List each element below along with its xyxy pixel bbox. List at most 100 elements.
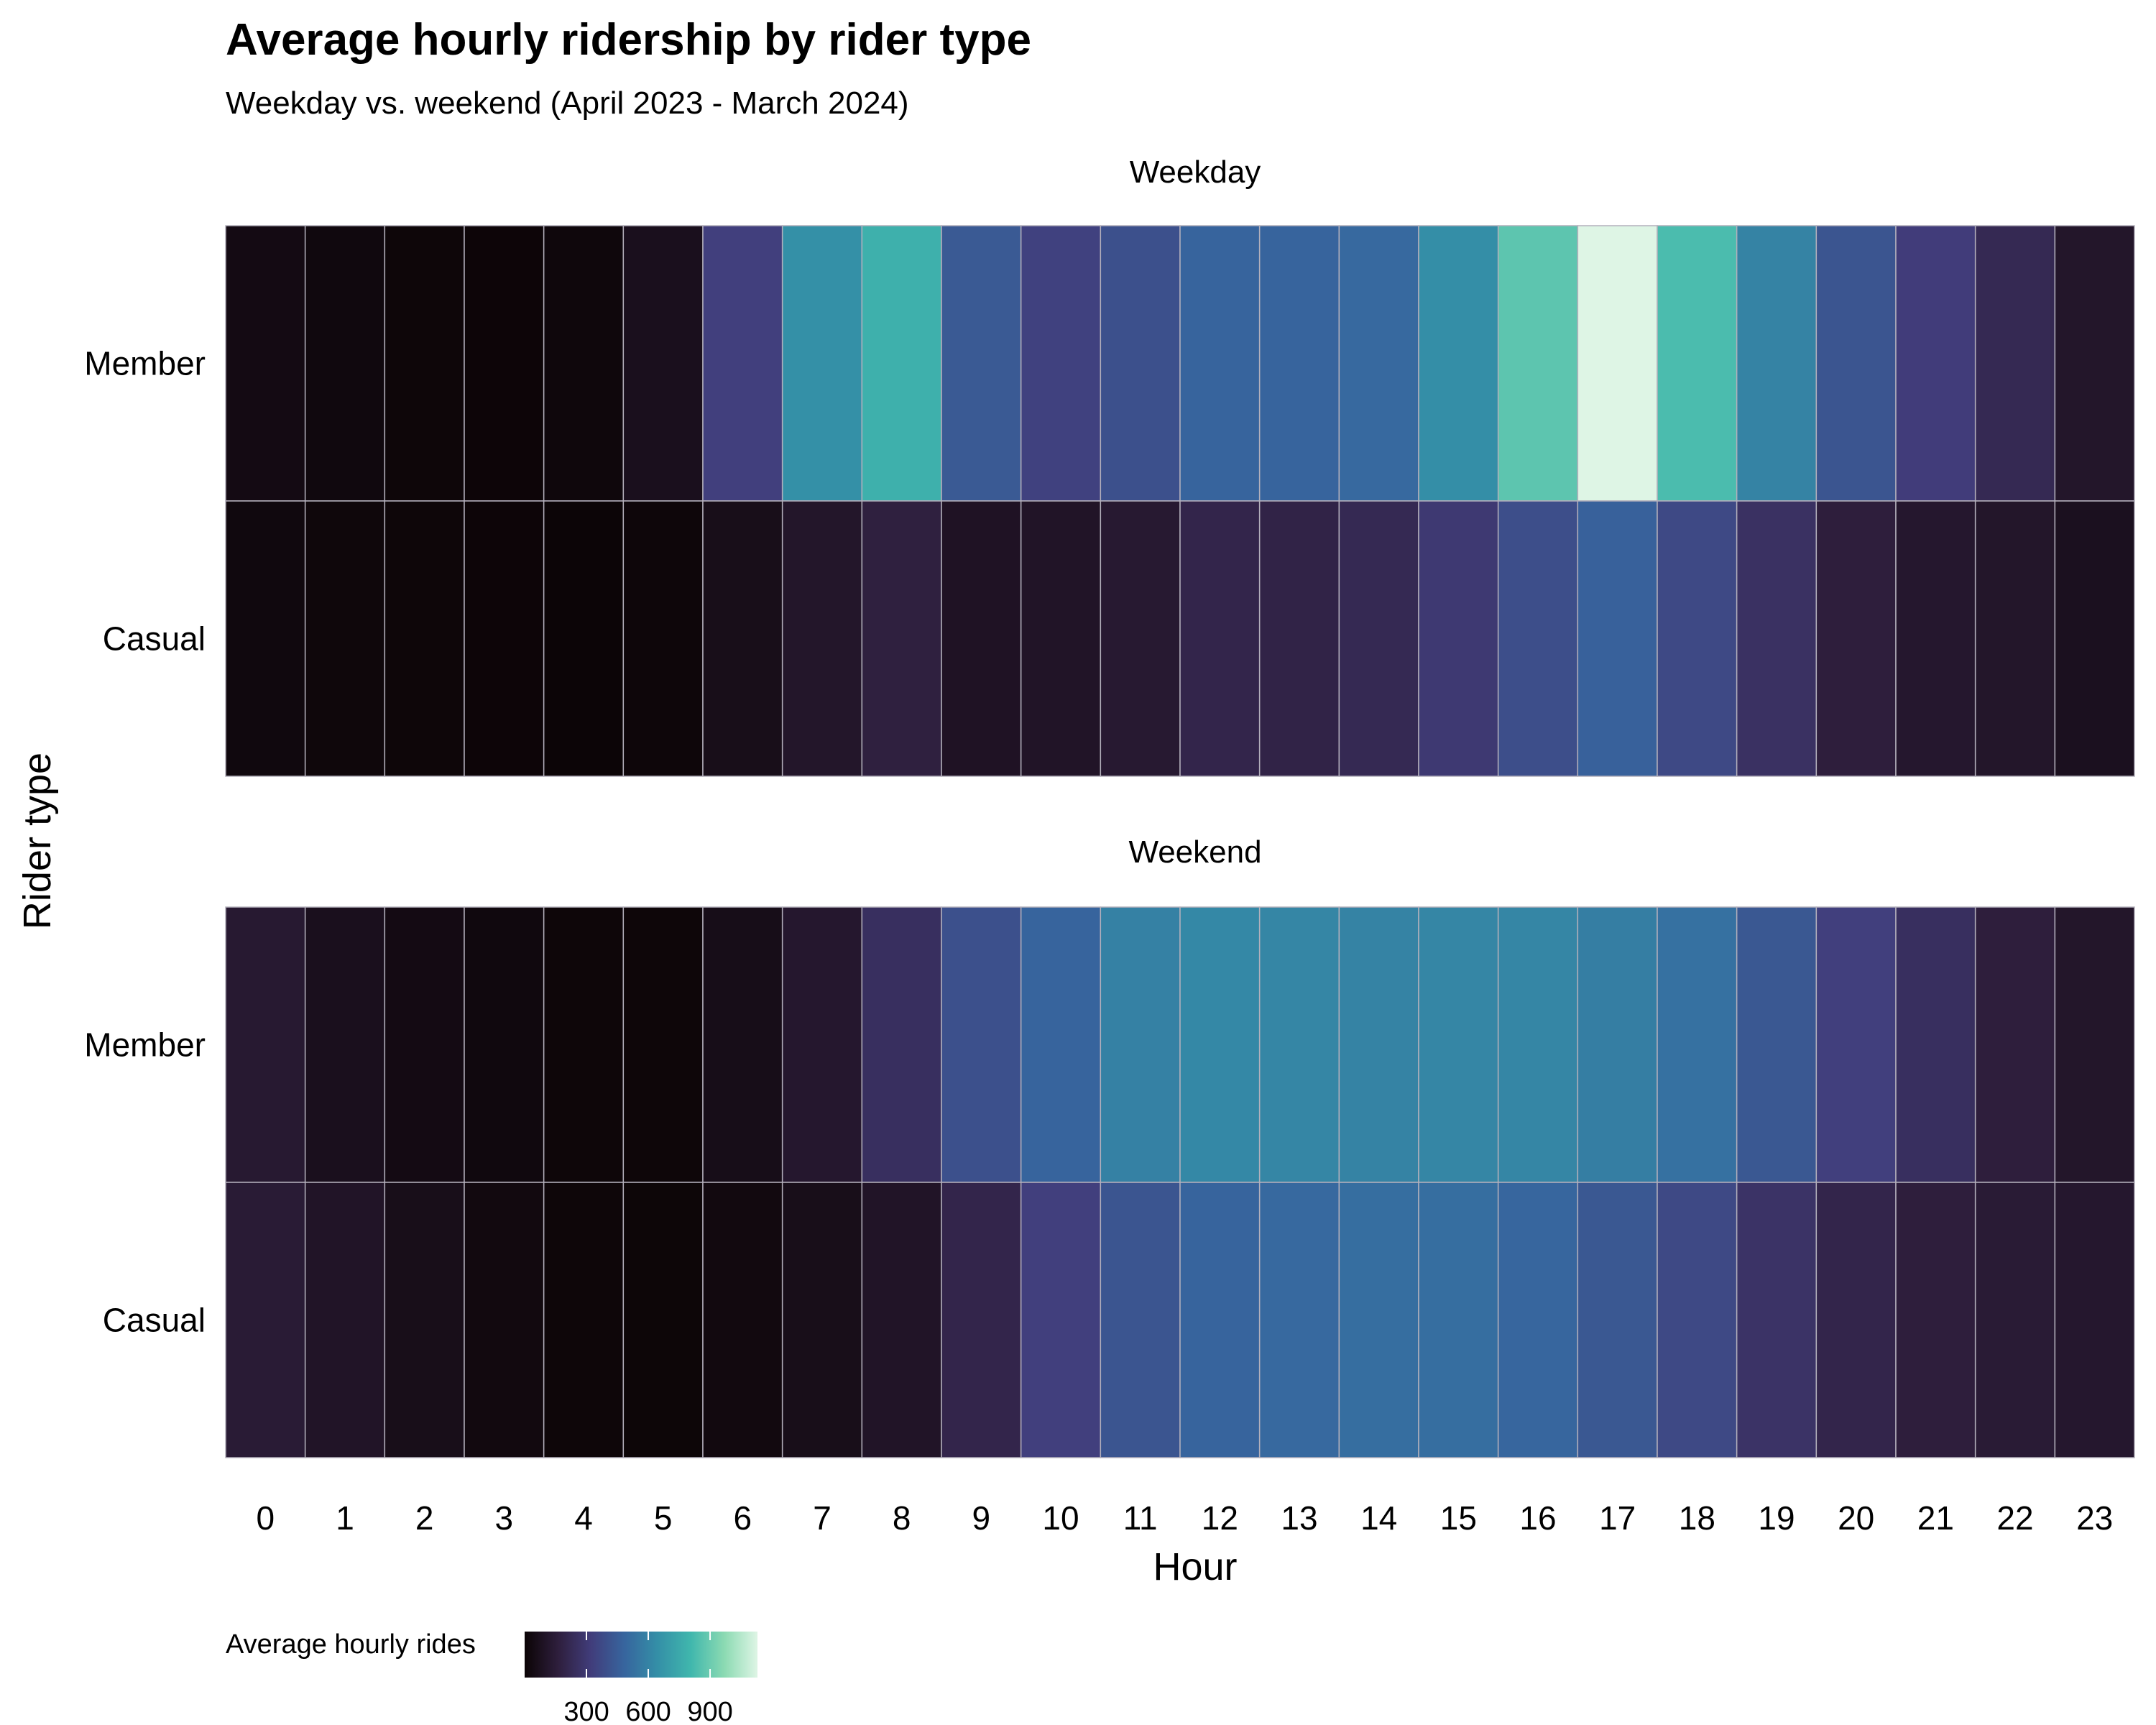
weekday-panel: Member Casual	[84, 225, 2135, 777]
heatmap-cell-weekday-member-hour-3	[464, 225, 545, 502]
heatmap-cell-weekend-casual-hour-1	[304, 1182, 386, 1458]
heatmap-cell-weekend-casual-hour-16	[1497, 1182, 1579, 1458]
x-tick-label-20: 20	[1838, 1499, 1874, 1537]
heatmap-cell-weekday-casual-hour-11	[1100, 500, 1181, 777]
heatmap-cell-weekend-member-hour-23	[2054, 906, 2135, 1183]
heatmap-cell-weekday-member-hour-23	[2054, 225, 2135, 502]
colorbar-tick-label-300: 300	[563, 1697, 609, 1725]
heatmap-cell-weekday-casual-hour-7	[781, 500, 863, 777]
x-tick-label-11: 11	[1123, 1499, 1158, 1537]
heatmap-cell-weekend-member-hour-10	[1020, 906, 1102, 1183]
heatmap-cell-weekday-casual-hour-14	[1338, 500, 1419, 777]
x-tick-label-17: 17	[1599, 1499, 1636, 1537]
x-tick-label-5: 5	[654, 1499, 673, 1537]
weekend-panel: Member Casual	[84, 906, 2135, 1458]
x-axis-title: Hour	[1153, 1545, 1237, 1588]
heatmap-cell-weekend-casual-hour-20	[1815, 1182, 1897, 1458]
heatmap-cell-weekend-casual-hour-7	[781, 1182, 863, 1458]
heatmap-cell-weekend-casual-hour-15	[1418, 1182, 1499, 1458]
heatmap-cell-weekday-member-hour-18	[1657, 225, 1738, 502]
x-tick-label-16: 16	[1519, 1499, 1556, 1537]
heatmap-cell-weekend-casual-hour-22	[1974, 1182, 2056, 1458]
heatmap-cell-weekday-casual-hour-21	[1895, 500, 1976, 777]
colorbar-tick-label-900: 900	[687, 1697, 732, 1725]
y-axis-title: Rider type	[16, 753, 59, 929]
heatmap-cell-weekday-member-hour-15	[1418, 225, 1499, 502]
chart-title: Average hourly ridership by rider type	[226, 15, 1031, 65]
heatmap-cell-weekday-member-hour-20	[1815, 225, 1897, 502]
heatmap-cell-weekday-casual-hour-4	[543, 500, 625, 777]
heatmap-cell-weekend-member-hour-14	[1338, 906, 1419, 1183]
colorbar-ticks: 300 600 900	[563, 1632, 733, 1725]
heatmap-cell-weekday-member-hour-12	[1179, 225, 1261, 502]
x-tick-label-12: 12	[1202, 1499, 1238, 1537]
heatmap-cell-weekday-member-hour-19	[1736, 225, 1818, 502]
heatmap-cell-weekday-member-hour-5	[622, 225, 704, 502]
heatmap-cell-weekend-casual-hour-14	[1338, 1182, 1419, 1458]
heatmap-cell-weekend-member-hour-7	[781, 906, 863, 1183]
heatmap-cell-weekend-member-hour-13	[1258, 906, 1340, 1183]
heatmap-cell-weekday-member-hour-16	[1497, 225, 1579, 502]
x-tick-label-4: 4	[574, 1499, 593, 1537]
heatmap-cell-weekend-casual-hour-6	[702, 1182, 783, 1458]
x-tick-label-10: 10	[1042, 1499, 1079, 1537]
x-tick-label-2: 2	[415, 1499, 434, 1537]
heatmap-cell-weekend-member-hour-19	[1736, 906, 1818, 1183]
chart-subtitle: Weekday vs. weekend (April 2023 - March …	[226, 86, 909, 121]
heatmap-cell-weekday-casual-hour-22	[1974, 500, 2056, 777]
x-tick-label-23: 23	[2076, 1499, 2113, 1537]
x-tick-label-3: 3	[495, 1499, 514, 1537]
row-label-weekday-member: Member	[84, 345, 206, 382]
heatmap-cell-weekday-member-hour-0	[225, 225, 306, 502]
heatmap-cell-weekend-casual-hour-4	[543, 1182, 625, 1458]
x-tick-label-1: 1	[336, 1499, 354, 1537]
heatmap-cell-weekday-member-hour-2	[384, 225, 465, 502]
heatmap-cell-weekday-casual-hour-15	[1418, 500, 1499, 777]
heatmap-cell-weekday-casual-hour-18	[1657, 500, 1738, 777]
colorbar	[525, 1632, 757, 1678]
heatmap-cell-weekday-casual-hour-16	[1497, 500, 1579, 777]
x-tick-label-19: 19	[1758, 1499, 1795, 1537]
heatmap-cell-weekday-member-hour-8	[861, 225, 942, 502]
x-axis-ticks: 0 1 2 3 4 5 6 7 8 9 10 11 12 13 14 15 16 17 18 19 20 21 22 23	[257, 1499, 2114, 1537]
x-tick-label-8: 8	[893, 1499, 911, 1537]
heatmap-cell-weekend-casual-hour-23	[2054, 1182, 2135, 1458]
heatmap-cell-weekend-casual-hour-2	[384, 1182, 465, 1458]
heatmap-cell-weekend-casual-hour-8	[861, 1182, 942, 1458]
heatmap-cell-weekend-member-hour-4	[543, 906, 625, 1183]
x-tick-label-18: 18	[1679, 1499, 1715, 1537]
heatmap-cell-weekend-casual-hour-12	[1179, 1182, 1261, 1458]
x-tick-label-21: 21	[1917, 1499, 1954, 1537]
heatmap-cell-weekend-casual-hour-3	[464, 1182, 545, 1458]
heatmap-cell-weekend-member-hour-5	[622, 906, 704, 1183]
heatmap-cell-weekend-casual-hour-19	[1736, 1182, 1818, 1458]
row-label-weekend-casual: Casual	[103, 1302, 206, 1339]
heatmap-cell-weekend-casual-hour-13	[1258, 1182, 1340, 1458]
heatmap-cell-weekday-member-hour-4	[543, 225, 625, 502]
heatmap-cell-weekday-casual-hour-6	[702, 500, 783, 777]
heatmap-cell-weekday-casual-hour-12	[1179, 500, 1261, 777]
heatmap-cell-weekday-casual-hour-5	[622, 500, 704, 777]
heatmap-cell-weekend-casual-hour-0	[225, 1182, 306, 1458]
colorbar-tick-label-600: 600	[625, 1697, 671, 1725]
heatmap-cell-weekend-casual-hour-11	[1100, 1182, 1181, 1458]
heatmap-cell-weekend-member-hour-11	[1100, 906, 1181, 1183]
heatmap-cell-weekday-casual-hour-23	[2054, 500, 2135, 777]
heatmap-cell-weekend-member-hour-17	[1577, 906, 1658, 1183]
heatmap-cell-weekday-member-hour-1	[304, 225, 386, 502]
facet-label-weekday: Weekday	[1130, 155, 1261, 190]
heatmap-cell-weekday-member-hour-10	[1020, 225, 1102, 502]
x-tick-label-15: 15	[1440, 1499, 1477, 1537]
heatmap-cell-weekday-member-hour-17	[1577, 225, 1658, 502]
heatmap-cell-weekday-casual-hour-1	[304, 500, 386, 777]
legend-title: Average hourly rides	[226, 1629, 476, 1660]
heatmap-cell-weekday-casual-hour-9	[941, 500, 1022, 777]
heatmap-cell-weekend-member-hour-8	[861, 906, 942, 1183]
heatmap-cell-weekday-casual-hour-20	[1815, 500, 1897, 777]
heatmap-cell-weekday-casual-hour-2	[384, 500, 465, 777]
heatmap-cell-weekend-member-hour-12	[1179, 906, 1261, 1183]
heatmap-cell-weekday-member-hour-6	[702, 225, 783, 502]
heatmap-cell-weekday-casual-hour-3	[464, 500, 545, 777]
heatmap-cell-weekday-casual-hour-17	[1577, 500, 1658, 777]
